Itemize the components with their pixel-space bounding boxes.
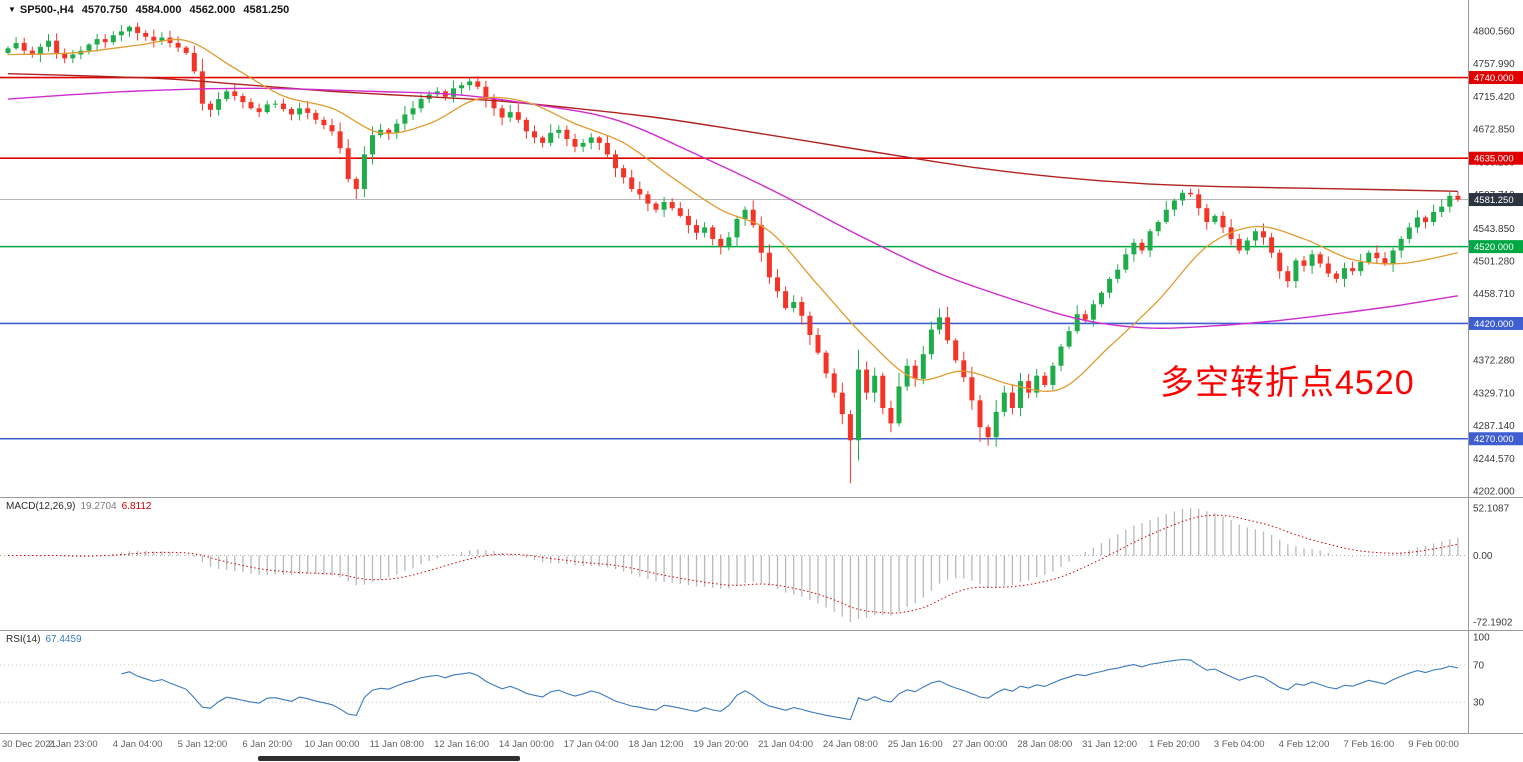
svg-text:4420.000: 4420.000 [1474,319,1514,330]
time-label: 18 Jan 12:00 [629,739,684,750]
rsi-axis-label: 70 [1473,660,1485,671]
time-label: 21 Jan 04:00 [758,739,813,750]
time-label: 31 Jan 12:00 [1082,739,1137,750]
price-line-label: 4740.000 [1469,71,1523,85]
chart-info-bar: ▼ SP500-,H4 4570.750 4584.000 4562.000 4581.2… [8,4,289,16]
time-label: 6 Jan 20:00 [242,739,292,750]
price-tick-label: 4715.420 [1473,92,1515,103]
time-label: 10 Jan 00:00 [305,739,360,750]
price-line-label: 4520.000 [1469,240,1523,254]
rsi-axis-label: 100 [1473,633,1490,644]
candlesticks [5,22,1461,484]
time-label: 11 Jan 08:00 [370,739,424,750]
ma-medium-line [7,87,1459,329]
macd-name: MACD(12,26,9) [6,501,76,512]
ohlc-high: 4584.000 [135,4,182,16]
rsi-line [121,658,1459,721]
time-label: 28 Jan 08:00 [1017,739,1072,750]
price-tick-label: 4372.280 [1473,356,1515,367]
time-label: 3 Feb 04:00 [1214,739,1265,750]
time-label: 7 Feb 16:00 [1343,739,1394,750]
time-label: 9 Feb 00:00 [1408,739,1459,750]
ohlc-close: 4581.250 [243,4,290,16]
time-label: 25 Jan 16:00 [888,739,943,750]
price-tick-label: 4501.280 [1473,257,1515,268]
chart-menu-triangle[interactable]: ▼ [8,5,16,14]
h-scrollbar-thumb[interactable] [258,756,520,761]
price-tick-label: 4458.710 [1473,289,1515,300]
symbol-period-label: SP500-,H4 [19,4,74,16]
price-tick-label: 4202.000 [1473,487,1515,498]
time-label: 5 Jan 12:00 [178,739,228,750]
price-tick-label: 4543.850 [1473,224,1515,235]
ohlc-low: 4562.000 [189,4,236,16]
rsi-value: 67.4459 [45,634,82,645]
svg-text:4520.000: 4520.000 [1474,242,1514,253]
time-label: 19 Jan 20:00 [693,739,748,750]
rsi-axis-label: 30 [1473,698,1485,709]
macd-axis-label: -72.1902 [1473,618,1513,629]
price-panel [0,22,1468,484]
time-label: 14 Jan 00:00 [499,739,554,750]
price-axis[interactable]: 4800.5604757.9904715.4204672.8504630.280… [1468,0,1523,733]
time-label: 2 Jan 23:00 [48,739,98,750]
annotation-text: 多空转折点4520 [1160,364,1415,402]
rsi-indicator-label: RSI(14) 67.4459 [6,634,82,645]
current-price-label: 4581.250 [1469,193,1523,207]
price-tick-label: 4672.850 [1473,125,1515,136]
macd-panel [0,507,1468,623]
price-line-label: 4270.000 [1469,432,1523,446]
macd-main-value: 19.2704 [80,501,117,512]
price-tick-label: 4329.710 [1473,388,1515,399]
macd-axis-label: 52.1087 [1473,503,1510,514]
ma-slow-line [7,72,1458,192]
price-tick-label: 4244.570 [1473,454,1515,465]
time-label: 30 Dec 2021 [2,739,56,750]
time-label: 27 Jan 00:00 [953,739,1008,750]
time-label: 4 Feb 12:00 [1279,739,1330,750]
macd-indicator-label: MACD(12,26,9) 19.2704 6.8112 [6,501,151,512]
svg-text:4740.000: 4740.000 [1474,73,1514,84]
rsi-panel [0,658,1468,721]
ma-fast-line [7,38,1459,392]
horizontal-level-lines[interactable] [0,76,1468,440]
price-tick-label: 4800.560 [1473,27,1515,38]
macd-axis-label: 0.00 [1473,551,1493,562]
time-label: 24 Jan 08:00 [823,739,878,750]
macd-signal-line [7,514,1458,614]
time-label: 17 Jan 04:00 [564,739,619,750]
price-line-label: 4420.000 [1469,316,1523,330]
svg-text:4270.000: 4270.000 [1474,434,1514,445]
svg-text:4581.250: 4581.250 [1474,195,1514,206]
svg-text:4635.000: 4635.000 [1474,154,1514,165]
time-label: 1 Feb 20:00 [1149,739,1200,750]
macd-histogram [15,507,1459,623]
price-line-label: 4635.000 [1469,151,1523,165]
rsi-name: RSI(14) [6,634,41,645]
macd-signal-value: 6.8112 [121,501,152,512]
price-tick-label: 4757.990 [1473,59,1515,70]
time-label: 12 Jan 16:00 [434,739,489,750]
price-tick-label: 4287.140 [1473,421,1515,432]
time-label: 4 Jan 04:00 [113,739,163,750]
ohlc-open: 4570.750 [81,4,128,16]
